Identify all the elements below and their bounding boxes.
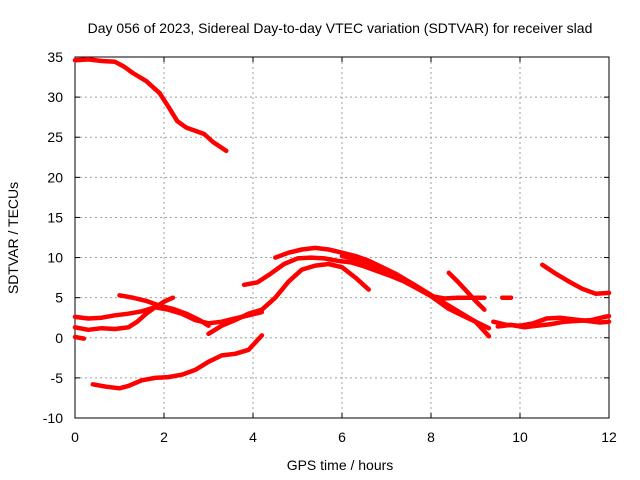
series-line-track-o: [540, 262, 612, 296]
x-tick-label: 10: [512, 429, 528, 445]
x-tick-label: 6: [338, 429, 346, 445]
chart-title: Day 056 of 2023, Sidereal Day-to-day VTE…: [88, 20, 593, 36]
series: [72, 57, 612, 391]
series-line-track-i: [273, 245, 492, 339]
x-tick-label: 4: [249, 429, 257, 445]
y-axis-label: SDTVAR / TECUs: [5, 182, 21, 294]
x-tick-label: 12: [601, 429, 617, 445]
series-line-track-k: [446, 270, 487, 312]
y-tick-label: 0: [55, 330, 63, 346]
y-tick-label: -5: [51, 370, 64, 386]
series-line-track-h: [241, 255, 487, 301]
series-line-track-n: [491, 315, 612, 328]
y-tick-label: 5: [55, 290, 63, 306]
y-tick-label: 30: [47, 89, 63, 105]
series-line-track-b: [72, 334, 87, 341]
x-tick-label: 8: [427, 429, 435, 445]
y-tick-label: 25: [47, 129, 63, 145]
y-tick-label: 20: [47, 169, 63, 185]
x-axis-label: GPS time / hours: [287, 457, 394, 473]
series-line-track-g: [206, 261, 371, 337]
axis-ticks: 0 2 4 6 8 10 12 -10 -5 0 5 10 15 20 25 30 35: [43, 49, 617, 445]
y-tick-label: 35: [47, 49, 63, 65]
x-tick-label: 0: [71, 429, 79, 445]
y-tick-label: 15: [47, 209, 63, 225]
grid: [75, 57, 609, 418]
series-line-track-a: [72, 57, 229, 154]
x-tick-label: 2: [160, 429, 168, 445]
series-line-track-f: [90, 333, 265, 391]
y-tick-label: -10: [43, 410, 63, 426]
y-tick-label: 10: [47, 250, 63, 266]
series-line-track-e: [117, 293, 211, 328]
series-line-track-j: [339, 253, 492, 331]
